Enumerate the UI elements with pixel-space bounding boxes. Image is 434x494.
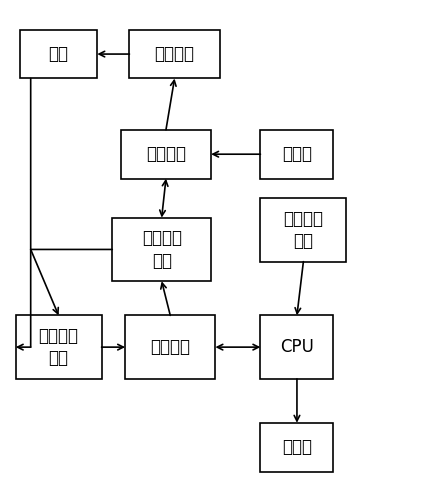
Bar: [125, 315, 215, 379]
Bar: [260, 130, 333, 179]
Text: 电源管理
芯片: 电源管理 芯片: [141, 229, 181, 270]
Text: 电池: 电池: [49, 45, 69, 63]
Text: 微处理器: 微处理器: [150, 338, 190, 356]
Text: 温度检测
模块: 温度检测 模块: [39, 327, 79, 367]
Bar: [129, 30, 219, 79]
Bar: [260, 198, 345, 262]
Bar: [20, 30, 97, 79]
Text: 充电模块: 充电模块: [154, 45, 194, 63]
Bar: [121, 130, 210, 179]
Text: CPU: CPU: [279, 338, 313, 356]
Text: 控制模块: 控制模块: [146, 145, 186, 163]
Text: 存储器: 存储器: [281, 438, 311, 456]
Bar: [16, 315, 101, 379]
Text: 时钟管理
模块: 时钟管理 模块: [283, 210, 322, 250]
Bar: [112, 218, 210, 281]
Text: 触发器: 触发器: [281, 145, 311, 163]
Bar: [260, 315, 333, 379]
Bar: [260, 423, 333, 472]
